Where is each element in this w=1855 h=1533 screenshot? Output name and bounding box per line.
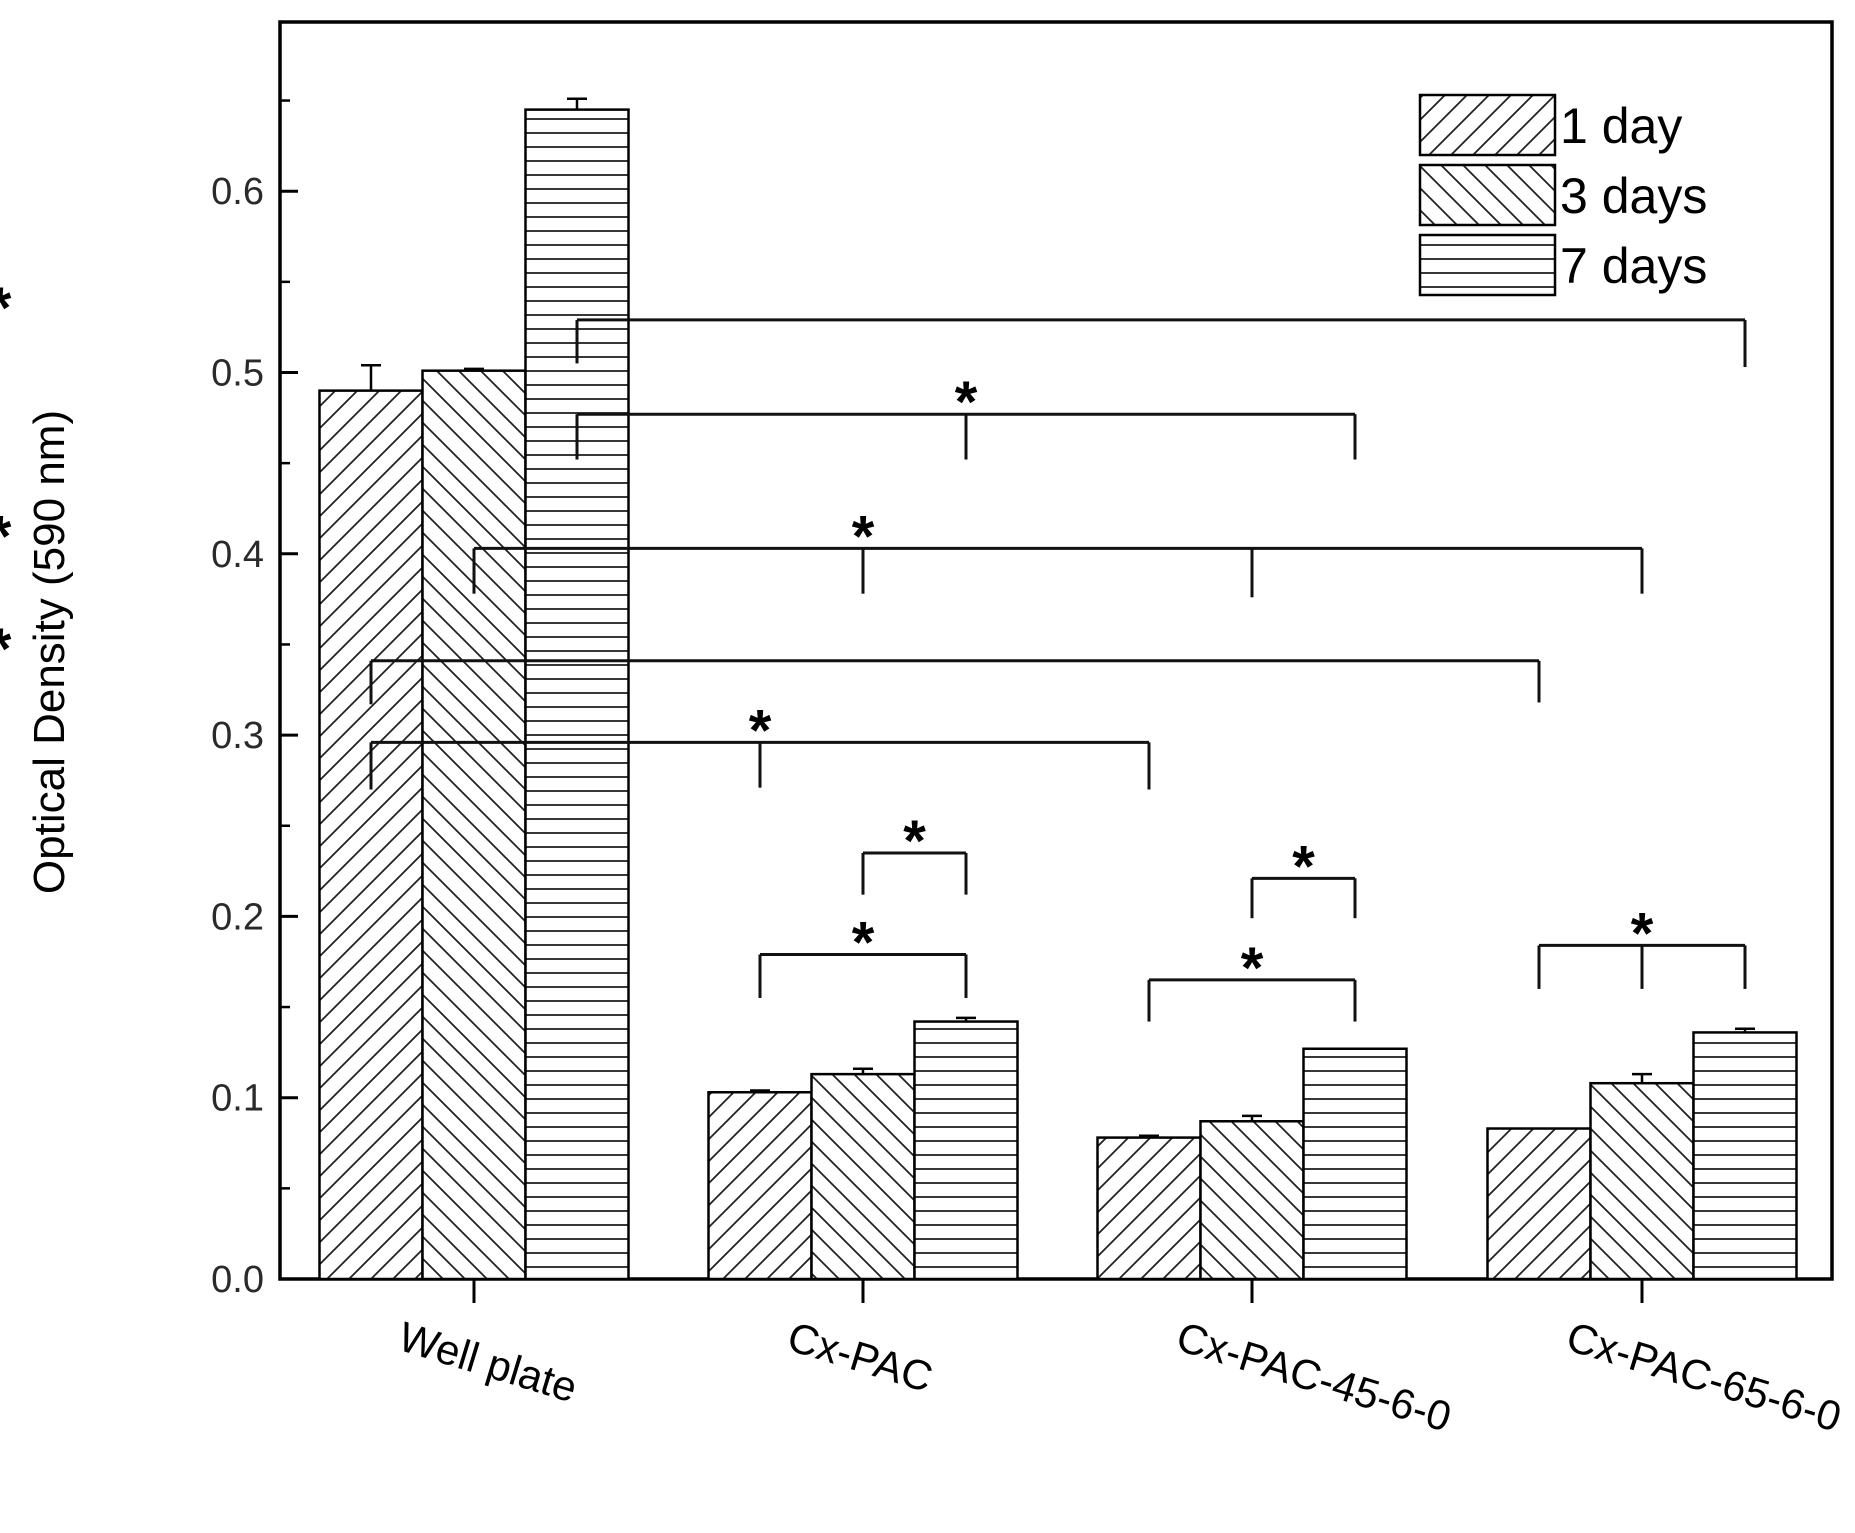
legend-label: 3 days: [1560, 168, 1707, 224]
y-tick-label: 0.2: [211, 896, 264, 938]
significance-star: *: [1292, 834, 1315, 899]
y-tick-label: 0.0: [211, 1259, 264, 1301]
bar: [524, 108, 630, 1281]
significance-star: *: [852, 910, 875, 975]
significance-star: *: [1631, 901, 1654, 966]
bar: [421, 369, 527, 1281]
y-tick-label: 0.3: [211, 715, 264, 757]
y-axis: 0.0 0.1 0.2 0.3 0.4 0.5 0.6: [211, 99, 298, 1301]
bar: [1096, 1136, 1202, 1281]
bar: [707, 1091, 813, 1281]
bar: [318, 389, 424, 1281]
bar-series-group: [318, 108, 1798, 1281]
bar: [1199, 1120, 1305, 1281]
bar: [1692, 1031, 1798, 1281]
plot-frame: [278, 20, 1834, 1281]
legend-label: 7 days: [1560, 238, 1707, 294]
significance-star: *: [852, 504, 875, 569]
significance-star: *: [0, 276, 12, 341]
y-tick-label: 0.5: [211, 353, 264, 395]
y-tick-label: 0.4: [211, 534, 264, 576]
y-tick-label: 0.1: [211, 1078, 264, 1120]
bar: [1302, 1047, 1408, 1281]
legend: 1 day 3 days 7 days: [1418, 93, 1707, 297]
bar: [1486, 1127, 1592, 1281]
significance-star: *: [903, 809, 926, 874]
significance-star: *: [749, 698, 772, 763]
y-tick-label: 0.6: [211, 171, 264, 213]
significance-star: *: [1241, 936, 1264, 1001]
x-category-label: Cx-PAC-45-6-0: [1171, 1313, 1456, 1441]
bar: [913, 1020, 1019, 1281]
significance-star: *: [0, 617, 12, 682]
legend-swatch: [1418, 163, 1557, 227]
x-axis: Well plate Cx-PAC Cx-PAC-45-6-0 Cx-PAC-65-6…: [393, 1279, 1847, 1441]
x-category-label: Cx-PAC: [782, 1313, 938, 1401]
significance-star: *: [0, 504, 12, 569]
y-axis-label: Optical Density (590 nm): [25, 410, 74, 894]
bar: [810, 1072, 916, 1281]
significance-star: *: [955, 370, 978, 435]
legend-swatch: [1418, 93, 1557, 157]
x-category-label: Cx-PAC-65-6-0: [1561, 1313, 1846, 1441]
significance-brackets: * * * * * * * * * * *: [0, 276, 1747, 1022]
legend-swatch: [1418, 233, 1557, 297]
error-bar-group: [361, 97, 1755, 1138]
legend-label: 1 day: [1560, 98, 1682, 154]
bar: [1589, 1081, 1695, 1281]
x-category-label: Well plate: [393, 1313, 582, 1412]
